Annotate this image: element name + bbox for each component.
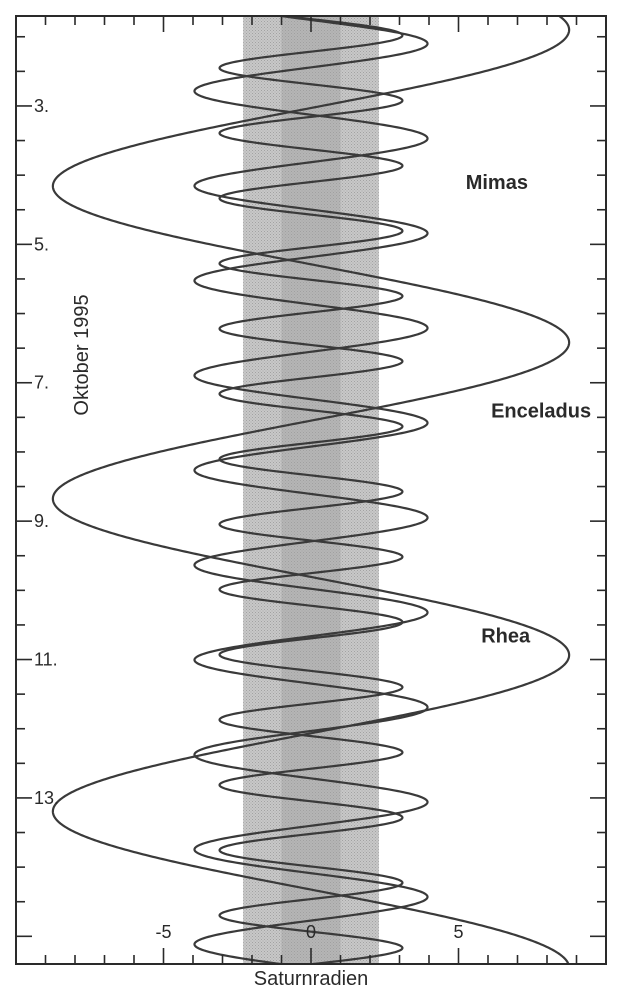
mimas-curve bbox=[218, 16, 404, 964]
enceladus-curve bbox=[193, 16, 429, 964]
y-tick-label: 3. bbox=[34, 96, 49, 116]
y-axis-title: Oktober 1995 bbox=[71, 294, 93, 415]
orbit-curves bbox=[51, 16, 571, 964]
y-tick-label: 5. bbox=[34, 234, 49, 254]
x-tick-label: 0 bbox=[306, 922, 316, 942]
mimas-label: Mimas bbox=[466, 172, 528, 194]
ring-core-shade bbox=[281, 16, 341, 964]
rhea-label: Rhea bbox=[481, 625, 531, 647]
ring-bands bbox=[243, 16, 379, 964]
rhea-curve bbox=[51, 16, 571, 964]
x-axis-title: Saturnradien bbox=[254, 968, 369, 990]
y-tick-label: 9. bbox=[34, 511, 49, 531]
x-tick-label: 5 bbox=[453, 922, 463, 942]
labels: 3. 5. 7. 9. 11. 13. -5 0 5 Mimas Enceladus Rhea Satu… bbox=[34, 96, 591, 990]
y-tick-label: 13. bbox=[34, 788, 59, 808]
y-tick-label: 11. bbox=[34, 650, 58, 670]
x-tick-label: -5 bbox=[155, 922, 171, 942]
enceladus-label: Enceladus bbox=[491, 400, 591, 422]
y-tick-label: 7. bbox=[34, 373, 49, 393]
axes bbox=[15, 15, 607, 965]
